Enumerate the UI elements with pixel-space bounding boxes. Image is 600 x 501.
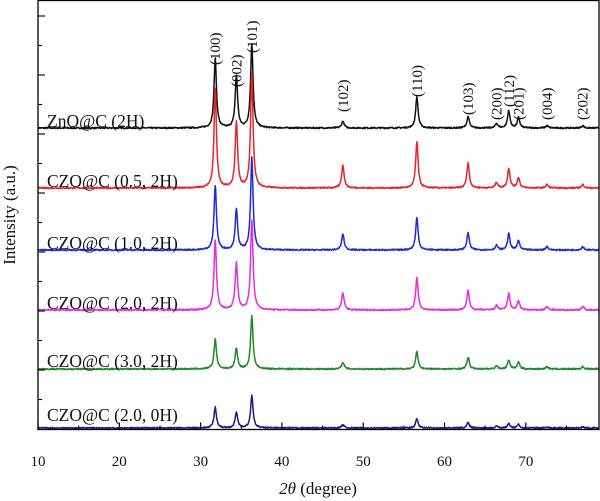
peak-label-layer: (100) (002)(101) (102) (110) (103) (200)(112)… xyxy=(208,21,592,121)
peak-label-9: (201) xyxy=(512,88,528,121)
y-axis xyxy=(38,15,45,401)
peak-label-11: (202) xyxy=(576,88,592,121)
peak-label-1: (100) xyxy=(208,33,224,66)
series-line-2 xyxy=(37,72,600,190)
series-layer xyxy=(37,43,600,430)
x-tick-label-2: 20 xyxy=(112,454,127,470)
x-axis-symbol: 2θ xyxy=(279,479,296,498)
peak-label-4: (102) xyxy=(336,80,352,113)
x-tick-label-1: 10 xyxy=(31,454,46,470)
series-line-6 xyxy=(37,394,600,430)
series-label-6: CZO@C (2.0, 0H) xyxy=(47,405,178,425)
peak-label-8: (112) xyxy=(502,75,518,107)
x-tick-label-3: 30 xyxy=(193,454,208,470)
series-label-2: CZO@C (0.5, 2H) xyxy=(47,171,178,191)
y-axis-title: Intensity (a.u.) xyxy=(0,165,19,265)
series-label-1: ZnO@C (2H) xyxy=(47,111,144,131)
peak-label-3: (101) xyxy=(245,21,261,54)
series-label-3: CZO@C (1.0, 2H) xyxy=(47,233,178,253)
peak-label-6: (103) xyxy=(461,83,477,116)
x-tick-label-5: 50 xyxy=(356,454,371,470)
x-tick-label-4: 40 xyxy=(274,454,289,470)
series-label-layer: ZnO@C (2H) CZO@C (0.5, 2H) CZO@C (1.0, 2H)… xyxy=(47,111,178,425)
plot-frame xyxy=(37,0,600,431)
series-line-4 xyxy=(37,219,600,312)
peak-label-10: (004) xyxy=(540,88,556,121)
peak-label-2: (002) xyxy=(229,55,245,88)
series-label-5: CZO@C (3.0, 2H) xyxy=(47,351,178,371)
series-line-5 xyxy=(37,314,600,371)
x-tick-label-7: 70 xyxy=(518,454,533,470)
x-axis-title: 2θ (degree) xyxy=(279,479,357,498)
x-axis: 10 20 30 40 50 60 70 xyxy=(31,422,567,470)
peak-label-5: (110) xyxy=(410,65,426,97)
series-label-4: CZO@C (2.0, 2H) xyxy=(47,293,178,313)
series-line-3 xyxy=(37,156,600,252)
x-tick-label-6: 60 xyxy=(437,454,452,470)
series-line-1 xyxy=(37,43,600,130)
x-axis-unit: (degree) xyxy=(296,479,357,498)
peak-label-7: (200) xyxy=(490,88,506,121)
